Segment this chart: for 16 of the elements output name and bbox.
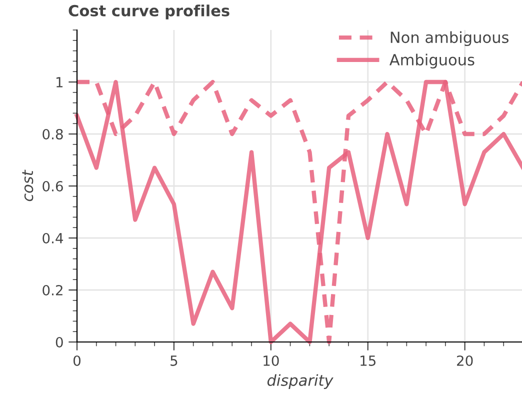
y-tick-label: 0.8 [42, 128, 63, 140]
y-tick-label: 0.6 [42, 180, 63, 192]
x-tick-label: 20 [457, 355, 473, 366]
x-axis-title: disparity [267, 374, 334, 389]
legend-label: Ambiguous [389, 54, 474, 68]
x-tick-label: 15 [360, 356, 376, 366]
y-tick-label: 0.2 [42, 284, 62, 296]
x-tick-label: 0 [73, 355, 80, 366]
y-axis-title: cost [22, 170, 34, 202]
chart-title: Cost curve profiles [68, 4, 230, 20]
y-tick-label: 0 [56, 336, 63, 348]
legend-label: Non ambiguous [390, 31, 509, 46]
x-tick-label: 5 [170, 356, 178, 366]
y-tick-label: 0.4 [42, 232, 64, 244]
x-tick-label: 10 [264, 355, 279, 366]
y-tick-label: 1 [56, 77, 63, 88]
